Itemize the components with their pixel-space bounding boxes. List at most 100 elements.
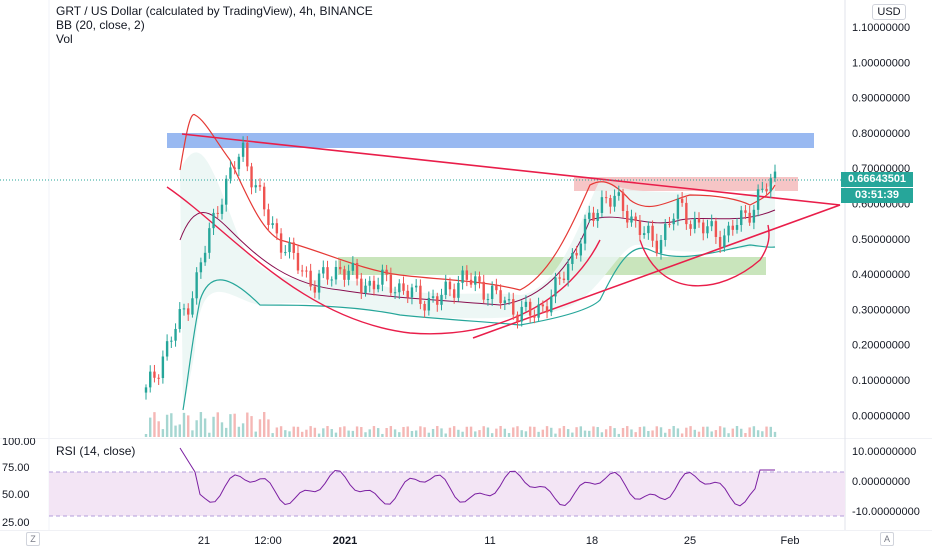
candle-body — [744, 210, 747, 213]
candle-body — [398, 283, 401, 293]
candle-body — [541, 304, 545, 307]
volume-bar — [520, 430, 523, 437]
volume-bar — [689, 426, 692, 437]
candle-body — [254, 185, 257, 188]
volume-bar — [153, 412, 156, 437]
volume-bar — [474, 431, 477, 437]
candle-body — [212, 212, 215, 229]
volume-bar — [524, 431, 528, 437]
candle-body — [296, 252, 300, 271]
candle-body — [414, 285, 418, 288]
volume-bar — [457, 429, 460, 437]
candle-body — [457, 282, 460, 298]
settings-button[interactable]: Z — [26, 532, 40, 546]
candle-body — [326, 267, 329, 280]
rsi-legend[interactable]: RSI (14, close) — [56, 444, 136, 458]
time-label: Feb — [781, 535, 800, 547]
price-chart[interactable]: 1.10000000 1.00000000 0.90000000 0.80000000… — [0, 0, 932, 438]
volume-bar — [427, 432, 431, 437]
candle-body — [647, 225, 650, 234]
volume-bar — [676, 428, 680, 437]
rsi-pane[interactable]: 100.00 75.00 50.00 25.00 10.00000000 0.00000… — [0, 438, 932, 530]
volume-bar — [490, 433, 494, 437]
cup-curve-right[interactable] — [639, 224, 770, 287]
candle-body — [195, 272, 198, 299]
bb-indicator-label[interactable]: BB (20, close, 2) — [56, 18, 145, 32]
candle-body — [381, 269, 384, 285]
candle-body — [229, 167, 232, 179]
candle-body — [174, 328, 177, 341]
candle-body — [368, 280, 371, 286]
price-tick-label: 0.00000000 — [852, 410, 910, 422]
volume-bar — [642, 426, 646, 437]
volume-bar — [351, 430, 355, 437]
volume-bar — [402, 426, 405, 437]
descending-trendline[interactable] — [181, 133, 841, 206]
candle-body — [761, 188, 764, 190]
time-axis[interactable]: 21 12:00 2021 11 18 25 Feb — [0, 530, 932, 550]
candle-body — [419, 285, 422, 304]
vol-indicator-label[interactable]: Vol — [56, 32, 73, 46]
volume-bar — [305, 429, 308, 437]
volume-bar — [250, 416, 253, 437]
volume-bar — [165, 414, 169, 437]
candle-body — [642, 233, 646, 235]
rsi-band — [49, 472, 845, 516]
volume-bar — [225, 427, 228, 437]
volume-bar — [271, 433, 274, 437]
candle-body — [685, 202, 688, 225]
rsi-left-tick: 25.00 — [2, 517, 30, 529]
volume-bar — [558, 428, 561, 437]
price-tick-label: 1.00000000 — [852, 57, 910, 69]
auto-scale-button[interactable]: A — [880, 532, 894, 546]
candlestick-series[interactable] — [144, 136, 777, 400]
volume-bar — [752, 426, 756, 437]
volume-bar — [191, 430, 194, 437]
candle-body — [680, 198, 684, 203]
volume-bar — [233, 413, 236, 437]
candle-body — [537, 304, 540, 318]
candle-body — [170, 340, 173, 342]
candle-body — [630, 216, 633, 223]
candle-body — [452, 289, 456, 298]
volume-bar — [537, 431, 540, 437]
volume-bar — [680, 433, 684, 437]
candle-body — [592, 212, 595, 221]
volume-bar — [465, 426, 469, 437]
candle-body — [292, 242, 295, 253]
volume-bar — [279, 426, 283, 437]
volume-bar — [545, 426, 549, 437]
candle-body — [284, 252, 287, 254]
price-tick-label: 0.50000000 — [852, 234, 910, 246]
currency-button[interactable]: USD — [872, 4, 906, 20]
volume-bar — [355, 426, 359, 437]
volume-bar — [170, 413, 173, 437]
candle-body — [634, 216, 637, 221]
volume-bar — [334, 432, 338, 437]
candle-body — [343, 269, 346, 280]
resistance-zone[interactable] — [167, 133, 814, 148]
volume-bar — [507, 433, 511, 437]
volume-bar — [360, 427, 363, 437]
candle-body — [263, 186, 266, 210]
volume-bar — [174, 425, 177, 437]
symbol-title[interactable]: GRT / US Dollar (calculated by TradingVi… — [56, 4, 373, 18]
candle-body — [241, 142, 245, 157]
candle-body — [566, 263, 570, 281]
candle-body — [756, 189, 760, 210]
volume-bar — [710, 431, 713, 437]
candle-body — [516, 314, 519, 322]
cup-curve[interactable] — [166, 186, 601, 335]
volume-bar — [744, 432, 747, 437]
candle-body — [474, 276, 477, 285]
candle-body — [246, 142, 249, 167]
volume-bar — [292, 426, 295, 437]
candle-body — [402, 283, 405, 291]
candle-body — [609, 198, 612, 207]
volume-bar — [575, 427, 578, 437]
candle-body — [220, 204, 224, 214]
bb-upper — [179, 113, 776, 291]
price-axis[interactable]: 1.10000000 1.00000000 0.90000000 0.80000000… — [852, 22, 910, 422]
volume-bar — [220, 422, 224, 437]
candle-body — [672, 218, 675, 225]
